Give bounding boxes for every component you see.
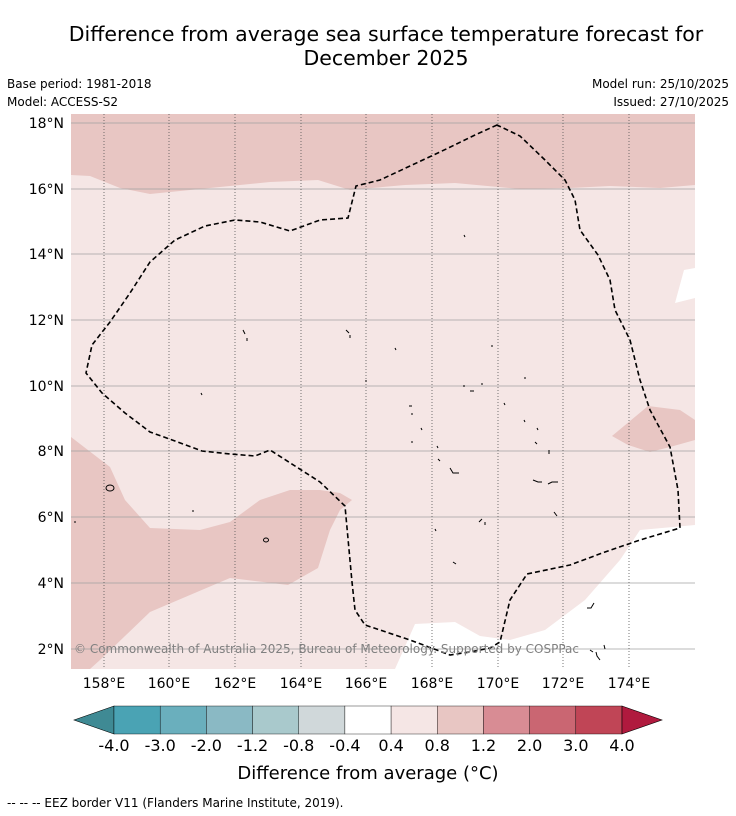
colorbar-cell bbox=[529, 705, 577, 735]
anomaly-band-neutral-south bbox=[395, 525, 695, 669]
colorbar-tick-label: -4.0 bbox=[98, 736, 129, 755]
colorbar-tick-label: -1.2 bbox=[237, 736, 268, 755]
colorbar-label: Difference from average (°C) bbox=[237, 763, 499, 784]
model-name: Model: ACCESS-S2 bbox=[7, 95, 119, 109]
lat-label-16n: 16°N bbox=[29, 182, 64, 198]
colorbar-tick-label: 0.8 bbox=[425, 736, 450, 755]
islands bbox=[74, 234, 606, 661]
lat-label-4n: 4°N bbox=[38, 576, 64, 592]
colorbar-cell bbox=[113, 705, 161, 735]
colorbar-tick-label: -0.8 bbox=[283, 736, 314, 755]
eez-footnote: -- -- -- EEZ border V11 (Flanders Marine… bbox=[7, 796, 344, 810]
colorbar-tick-label: 3.0 bbox=[563, 736, 588, 755]
colorbar-tick-label: -3.0 bbox=[145, 736, 176, 755]
colorbar-under-arrow bbox=[73, 705, 115, 735]
colorbar-cell bbox=[298, 705, 346, 735]
map-title-line1: Difference from average sea surface temp… bbox=[68, 22, 704, 46]
colorbar-cell bbox=[483, 705, 530, 735]
colorbar-cell bbox=[344, 705, 392, 735]
lat-label-12n: 12°N bbox=[29, 313, 64, 329]
longitude-gridlines bbox=[103, 114, 630, 669]
lon-label-174e: 174°E bbox=[608, 676, 651, 692]
colorbar-cell bbox=[575, 705, 623, 735]
map-title-line2: December 2025 bbox=[303, 46, 469, 70]
lon-label-164e: 164°E bbox=[280, 676, 323, 692]
latitude-labels: 18°N 16°N 14°N 12°N 10°N 8°N 6°N 4°N 2°N bbox=[29, 116, 64, 658]
colorbar-tick-label: 0.4 bbox=[378, 736, 403, 755]
map-title: Difference from average sea surface temp… bbox=[40, 22, 732, 70]
colorbar-cell bbox=[437, 705, 484, 735]
lat-label-6n: 6°N bbox=[38, 510, 64, 526]
colorbar-cells bbox=[113, 705, 623, 735]
colorbar-cell bbox=[206, 705, 253, 735]
colorbar-cell bbox=[390, 705, 438, 735]
lat-label-10n: 10°N bbox=[29, 379, 64, 395]
colorbar: -4.0 -3.0 -2.0 -1.2 -0.8 -0.4 0.4 0.8 1.2 2.0 3.0 4… bbox=[73, 705, 663, 755]
latitude-gridlines bbox=[71, 122, 695, 650]
colorbar-cell bbox=[159, 705, 207, 735]
lat-label-8n: 8°N bbox=[38, 444, 64, 460]
lat-label-2n: 2°N bbox=[38, 642, 64, 658]
colorbar-tick-label: 1.2 bbox=[471, 736, 496, 755]
lon-label-170e: 170°E bbox=[477, 676, 520, 692]
eez-border bbox=[85, 124, 681, 656]
colorbar-tick-label: 2.0 bbox=[517, 736, 542, 755]
base-period: Base period: 1981-2018 bbox=[7, 77, 152, 91]
colorbar-over-arrow bbox=[621, 705, 663, 735]
lat-label-18n: 18°N bbox=[29, 116, 64, 132]
anomaly-band-neutral-east bbox=[675, 268, 695, 303]
copyright-notice: © Commonwealth of Australia 2025, Bureau… bbox=[74, 642, 579, 656]
anomaly-band-0.8-1.2-north bbox=[71, 114, 695, 194]
colorbar-tick-label: 4.0 bbox=[609, 736, 634, 755]
meta-right: Model run: 25/10/2025 Issued: 27/10/2025 bbox=[592, 75, 729, 111]
lat-label-14n: 14°N bbox=[29, 247, 64, 263]
map-area: © Commonwealth of Australia 2025, Bureau… bbox=[71, 114, 695, 669]
model-run: Model run: 25/10/2025 bbox=[591, 77, 729, 91]
lon-label-160e: 160°E bbox=[148, 676, 191, 692]
lon-label-158e: 158°E bbox=[83, 676, 126, 692]
lon-label-166e: 166°E bbox=[345, 676, 388, 692]
colorbar-cell bbox=[252, 705, 299, 735]
meta-left: Base period: 1981-2018 Model: ACCESS-S2 bbox=[7, 75, 152, 111]
lon-label-172e: 172°E bbox=[542, 676, 585, 692]
colorbar-tick-labels: -4.0 -3.0 -2.0 -1.2 -0.8 -0.4 0.4 0.8 1.2 2.0 3.0 4… bbox=[98, 736, 634, 755]
anomaly-band-0.8-1.2-east bbox=[612, 406, 695, 452]
longitude-labels: 158°E 160°E 162°E 164°E 166°E 168°E 170°… bbox=[83, 676, 651, 692]
lon-label-168e: 168°E bbox=[411, 676, 454, 692]
anomaly-band-0.8-1.2-southwest bbox=[71, 437, 352, 669]
colorbar-tick-label: -2.0 bbox=[191, 736, 222, 755]
lon-label-162e: 162°E bbox=[214, 676, 257, 692]
issued-date: Issued: 27/10/2025 bbox=[613, 95, 729, 109]
colorbar-tick-label: -0.4 bbox=[329, 736, 360, 755]
